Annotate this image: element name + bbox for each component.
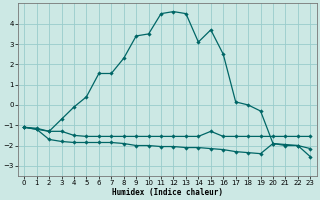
X-axis label: Humidex (Indice chaleur): Humidex (Indice chaleur) [112,188,223,197]
